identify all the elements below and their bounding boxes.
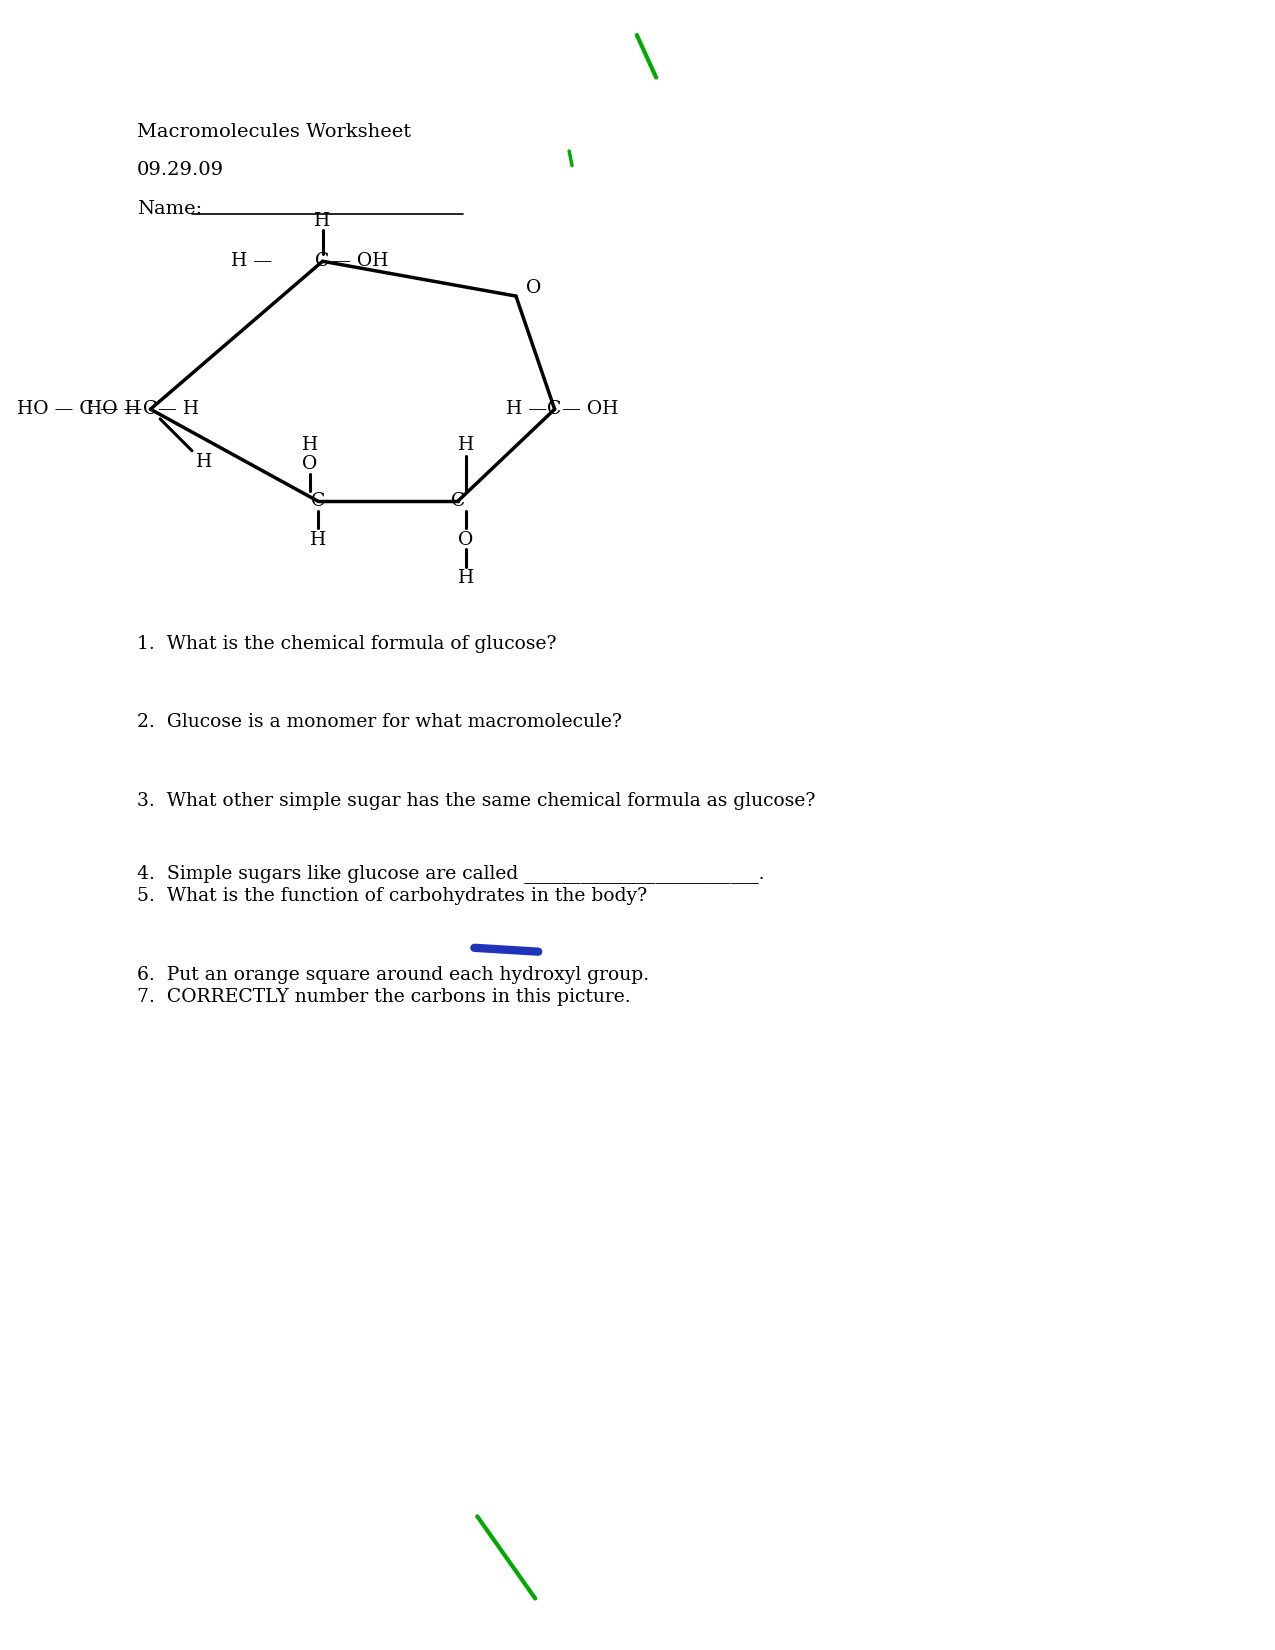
Text: Name:: Name: bbox=[136, 200, 201, 218]
Text: O: O bbox=[525, 279, 541, 297]
Text: 2.  Glucose is a monomer for what macromolecule?: 2. Glucose is a monomer for what macromo… bbox=[136, 713, 622, 731]
Text: O: O bbox=[458, 531, 473, 549]
Text: C: C bbox=[311, 492, 325, 510]
Text: 4.  Simple sugars like glucose are called _________________________.: 4. Simple sugars like glucose are called… bbox=[136, 865, 765, 883]
Text: C: C bbox=[547, 401, 562, 417]
Text: — OH: — OH bbox=[562, 401, 618, 417]
Text: HO —: HO — bbox=[87, 401, 143, 417]
Text: C: C bbox=[451, 492, 465, 510]
Text: H: H bbox=[458, 569, 474, 587]
Text: 1.  What is the chemical formula of glucose?: 1. What is the chemical formula of gluco… bbox=[136, 635, 556, 653]
Text: H: H bbox=[195, 454, 212, 472]
Text: H: H bbox=[315, 211, 330, 229]
Text: 7.  CORRECTLY number the carbons in this picture.: 7. CORRECTLY number the carbons in this … bbox=[136, 988, 631, 1006]
Text: Macromolecules Worksheet: Macromolecules Worksheet bbox=[136, 122, 411, 140]
Text: 3.  What other simple sugar has the same chemical formula as glucose?: 3. What other simple sugar has the same … bbox=[136, 792, 815, 810]
Text: HO — C — H: HO — C — H bbox=[17, 401, 140, 417]
Text: C: C bbox=[143, 401, 158, 417]
Text: H —: H — bbox=[506, 401, 547, 417]
Text: H: H bbox=[302, 436, 319, 454]
Text: H —: H — bbox=[231, 252, 273, 271]
Text: 5.  What is the function of carbohydrates in the body?: 5. What is the function of carbohydrates… bbox=[136, 886, 646, 904]
Text: — H: — H bbox=[158, 401, 199, 417]
Text: 09.29.09: 09.29.09 bbox=[136, 162, 224, 180]
Text: H: H bbox=[458, 436, 474, 454]
Text: — OH: — OH bbox=[333, 252, 389, 271]
Text: O: O bbox=[302, 455, 317, 474]
Text: C: C bbox=[315, 252, 330, 271]
Text: 6.  Put an orange square around each hydroxyl group.: 6. Put an orange square around each hydr… bbox=[136, 965, 649, 983]
Text: H: H bbox=[310, 531, 326, 549]
